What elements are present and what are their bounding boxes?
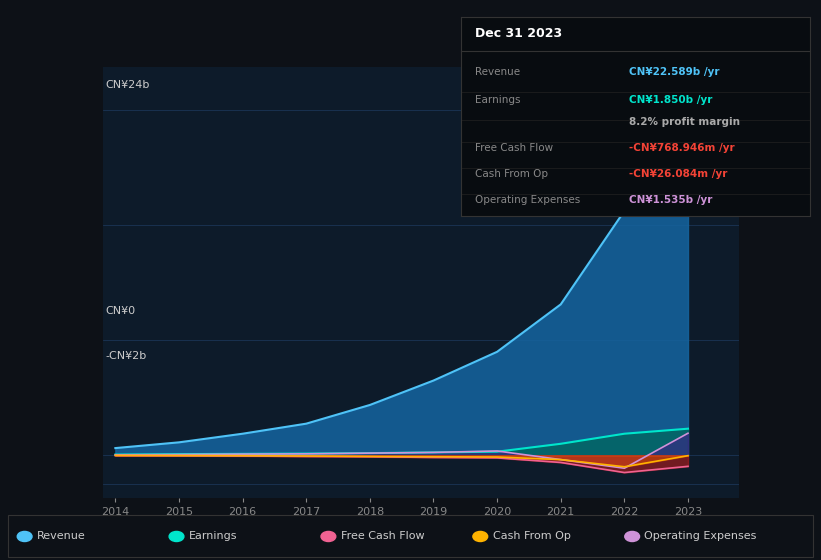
Text: Free Cash Flow: Free Cash Flow [475,143,553,153]
Text: Operating Expenses: Operating Expenses [644,531,757,542]
Text: Dec 31 2023: Dec 31 2023 [475,27,562,40]
Text: CN¥1.535b /yr: CN¥1.535b /yr [629,195,713,205]
Text: CN¥24b: CN¥24b [106,80,150,90]
Text: -CN¥768.946m /yr: -CN¥768.946m /yr [629,143,735,153]
Text: Cash From Op: Cash From Op [493,531,571,542]
Text: Earnings: Earnings [475,95,521,105]
Text: Revenue: Revenue [37,531,85,542]
Text: -CN¥26.084m /yr: -CN¥26.084m /yr [629,169,727,179]
Text: 8.2% profit margin: 8.2% profit margin [629,117,740,127]
Text: CN¥0: CN¥0 [106,306,136,316]
Text: Free Cash Flow: Free Cash Flow [341,531,424,542]
Text: Earnings: Earnings [189,531,237,542]
Text: Operating Expenses: Operating Expenses [475,195,580,205]
Text: Revenue: Revenue [475,67,521,77]
Text: -CN¥2b: -CN¥2b [106,351,147,361]
Text: CN¥1.850b /yr: CN¥1.850b /yr [629,95,713,105]
Text: CN¥22.589b /yr: CN¥22.589b /yr [629,67,719,77]
Text: Cash From Op: Cash From Op [475,169,548,179]
